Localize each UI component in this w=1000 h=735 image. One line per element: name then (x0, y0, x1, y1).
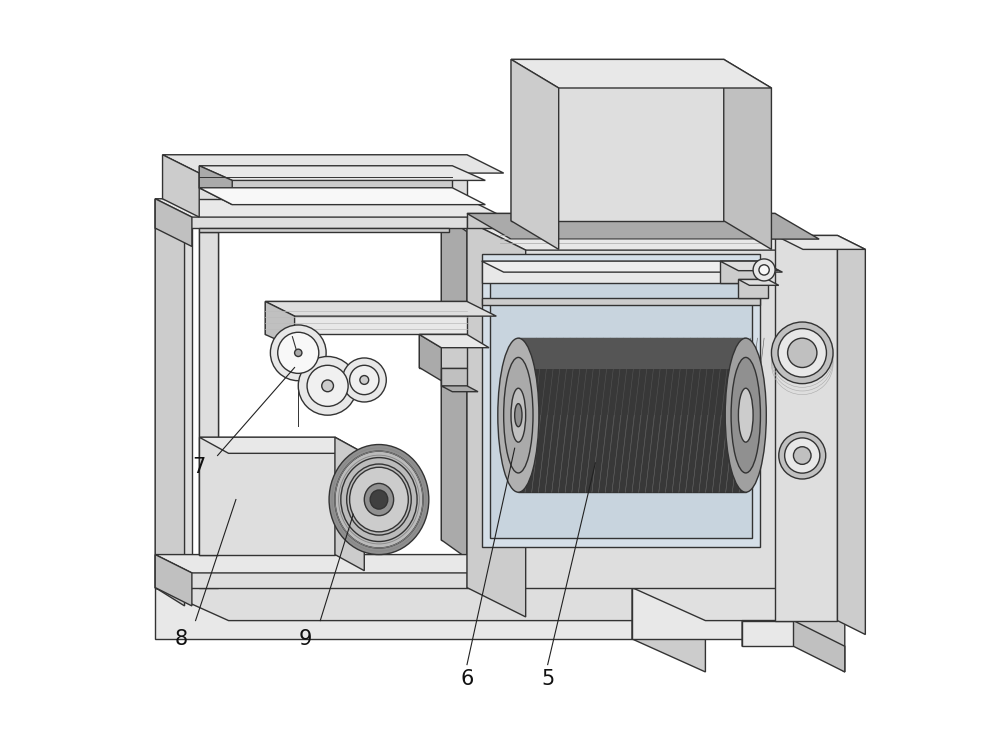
Circle shape (295, 349, 302, 356)
Polygon shape (738, 279, 768, 298)
Polygon shape (482, 254, 760, 548)
Circle shape (270, 325, 326, 381)
Polygon shape (155, 198, 192, 246)
Text: 7: 7 (193, 456, 206, 476)
Polygon shape (199, 437, 335, 555)
Polygon shape (467, 213, 819, 239)
Polygon shape (742, 620, 793, 646)
Ellipse shape (347, 464, 411, 535)
Polygon shape (490, 262, 752, 539)
Polygon shape (155, 555, 467, 587)
Circle shape (307, 365, 348, 406)
Polygon shape (155, 198, 504, 217)
Polygon shape (419, 334, 467, 368)
Polygon shape (441, 213, 467, 559)
Polygon shape (199, 166, 232, 204)
Polygon shape (199, 166, 452, 187)
Circle shape (793, 447, 811, 465)
Polygon shape (467, 213, 775, 228)
Polygon shape (511, 60, 724, 220)
Polygon shape (419, 334, 441, 381)
Circle shape (759, 265, 769, 275)
Polygon shape (441, 386, 478, 392)
Polygon shape (511, 60, 771, 88)
Polygon shape (155, 198, 185, 606)
Polygon shape (837, 235, 865, 634)
Polygon shape (441, 368, 467, 386)
Circle shape (753, 259, 775, 281)
Polygon shape (482, 261, 782, 272)
Polygon shape (265, 301, 295, 348)
Polygon shape (199, 198, 218, 587)
Ellipse shape (329, 445, 429, 555)
Polygon shape (467, 220, 526, 617)
Polygon shape (199, 187, 485, 204)
Polygon shape (199, 228, 449, 232)
Circle shape (278, 332, 319, 373)
Circle shape (322, 380, 333, 392)
Polygon shape (155, 555, 192, 606)
Polygon shape (779, 220, 837, 617)
Ellipse shape (341, 458, 417, 542)
Polygon shape (335, 437, 364, 570)
Polygon shape (419, 334, 489, 348)
Polygon shape (155, 587, 632, 639)
Polygon shape (482, 261, 760, 283)
Polygon shape (467, 220, 779, 587)
Polygon shape (199, 437, 364, 453)
Polygon shape (742, 620, 845, 672)
Polygon shape (775, 235, 865, 249)
Circle shape (778, 329, 826, 377)
Text: 5: 5 (541, 670, 554, 689)
Polygon shape (265, 301, 467, 334)
Polygon shape (199, 166, 485, 180)
Polygon shape (441, 213, 467, 540)
Ellipse shape (364, 484, 394, 516)
Polygon shape (720, 261, 779, 270)
Polygon shape (155, 198, 192, 587)
Ellipse shape (731, 357, 760, 473)
Circle shape (350, 365, 379, 395)
Polygon shape (518, 338, 746, 492)
Circle shape (360, 376, 369, 384)
Ellipse shape (335, 451, 423, 548)
Polygon shape (738, 279, 779, 285)
Polygon shape (720, 261, 760, 283)
Circle shape (298, 356, 357, 415)
Polygon shape (793, 587, 845, 672)
Polygon shape (163, 155, 199, 217)
Ellipse shape (515, 404, 522, 427)
Ellipse shape (350, 467, 408, 532)
Circle shape (779, 432, 826, 479)
Polygon shape (163, 155, 467, 198)
Ellipse shape (511, 388, 526, 442)
Ellipse shape (504, 357, 533, 473)
Polygon shape (467, 220, 837, 250)
Polygon shape (632, 587, 705, 672)
Polygon shape (163, 155, 504, 173)
Polygon shape (511, 60, 559, 249)
Ellipse shape (498, 338, 539, 492)
Circle shape (771, 322, 833, 384)
Ellipse shape (725, 338, 766, 492)
Ellipse shape (738, 388, 753, 442)
Ellipse shape (370, 490, 388, 509)
Polygon shape (155, 587, 705, 620)
Text: 9: 9 (299, 629, 312, 649)
Circle shape (342, 358, 386, 402)
Polygon shape (775, 235, 837, 620)
Polygon shape (632, 587, 793, 639)
Polygon shape (155, 198, 467, 228)
Circle shape (785, 438, 820, 473)
Polygon shape (155, 555, 504, 573)
Polygon shape (482, 298, 760, 305)
Polygon shape (632, 587, 845, 620)
Polygon shape (518, 338, 746, 369)
Circle shape (788, 338, 817, 368)
Polygon shape (265, 301, 496, 316)
Polygon shape (724, 60, 771, 249)
Text: 6: 6 (460, 670, 474, 689)
Polygon shape (199, 232, 218, 555)
Text: 8: 8 (174, 629, 187, 649)
